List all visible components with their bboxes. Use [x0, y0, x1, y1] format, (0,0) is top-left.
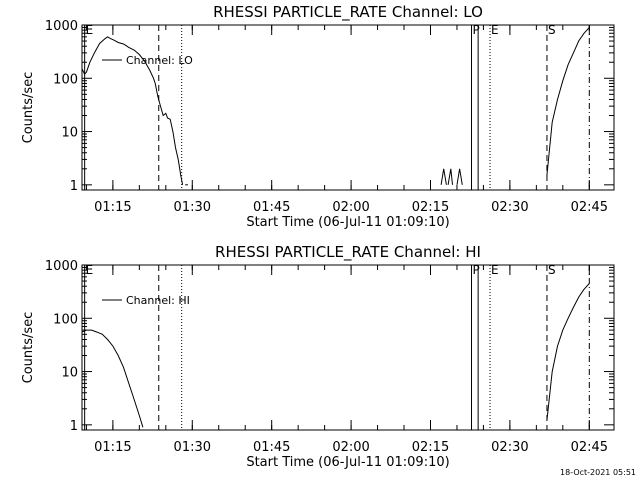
x-axis-label: Start Time (06-Jul-11 01:09:10)	[246, 215, 449, 230]
event-marker-label: P	[473, 23, 480, 37]
data-line-segment	[546, 27, 590, 176]
x-axis-label: Start Time (06-Jul-11 01:09:10)	[246, 455, 449, 470]
event-marker-label: S	[548, 263, 556, 277]
x-tick-label: 01:30	[174, 440, 211, 455]
event-marker-label: E	[86, 263, 94, 277]
x-tick-label: 01:15	[94, 440, 131, 455]
y-tick-label: 100	[53, 72, 78, 87]
x-tick-label: 02:30	[491, 440, 528, 455]
chart-panel-lo: RHESSI PARTICLE_RATE Channel: LO Start Ti…	[21, 3, 615, 230]
y-tick-label: 10	[61, 366, 78, 381]
event-marker-label: E	[86, 23, 94, 37]
data-line-segment	[440, 168, 447, 185]
plot-frame	[81, 24, 615, 191]
y-tick-label: 100	[53, 312, 78, 327]
data-line-segment	[456, 168, 463, 185]
x-tick-label: 02:15	[412, 200, 449, 215]
y-axis-label: Counts/sec	[21, 72, 36, 144]
y-tick-label: 1000	[45, 259, 78, 274]
data-line-segment	[447, 168, 453, 185]
x-tick-label: 01:30	[174, 200, 211, 215]
plot-frame	[81, 264, 615, 431]
data-line-segment	[82, 36, 184, 185]
x-tick-label: 02:30	[491, 200, 528, 215]
x-tick-label: 01:45	[253, 200, 290, 215]
x-tick-label: 02:00	[332, 440, 369, 455]
y-tick-label: 1	[70, 179, 78, 194]
y-axis-label: Counts/sec	[21, 312, 36, 384]
generation-timestamp: 18-Oct-2021 05:51	[560, 468, 636, 477]
legend-label: Channel: HI	[126, 294, 190, 307]
x-tick-label: 01:45	[253, 440, 290, 455]
x-tick-label: 02:45	[571, 200, 608, 215]
y-tick-label: 10	[61, 126, 78, 141]
chart-title: RHESSI PARTICLE_RATE Channel: HI	[215, 243, 481, 262]
x-tick-label: 02:45	[571, 440, 608, 455]
chart-title: RHESSI PARTICLE_RATE Channel: LO	[213, 3, 483, 22]
event-marker-label: E	[491, 23, 499, 37]
data-line-segment	[546, 283, 590, 421]
event-marker-label: E	[491, 263, 499, 277]
x-tick-label: 01:15	[94, 200, 131, 215]
x-tick-label: 02:00	[332, 200, 369, 215]
x-tick-label: 02:15	[412, 440, 449, 455]
chart-panel-hi: RHESSI PARTICLE_RATE Channel: HI Start Ti…	[21, 243, 615, 470]
legend-label: Channel: LO	[126, 54, 193, 67]
event-marker-label: S	[548, 23, 556, 37]
data-line-segment	[82, 329, 144, 428]
event-marker-label: P	[473, 263, 480, 277]
y-tick-label: 1	[70, 419, 78, 434]
y-tick-label: 1000	[45, 19, 78, 34]
